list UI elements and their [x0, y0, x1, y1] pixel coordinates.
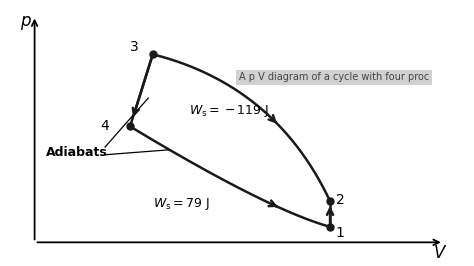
- Text: Adiabats: Adiabats: [46, 146, 108, 159]
- Text: p: p: [20, 12, 31, 30]
- Text: $W_\mathrm{s} = 79$ J: $W_\mathrm{s} = 79$ J: [153, 196, 210, 212]
- Text: V: V: [433, 244, 445, 262]
- Text: 1: 1: [336, 226, 345, 240]
- Text: 2: 2: [336, 193, 345, 207]
- Text: $W_\mathrm{s} = -119$ J: $W_\mathrm{s} = -119$ J: [189, 103, 269, 119]
- Text: A p V diagram of a cycle with four proc: A p V diagram of a cycle with four proc: [239, 72, 429, 82]
- Text: 4: 4: [100, 119, 109, 133]
- Text: 3: 3: [130, 40, 139, 53]
